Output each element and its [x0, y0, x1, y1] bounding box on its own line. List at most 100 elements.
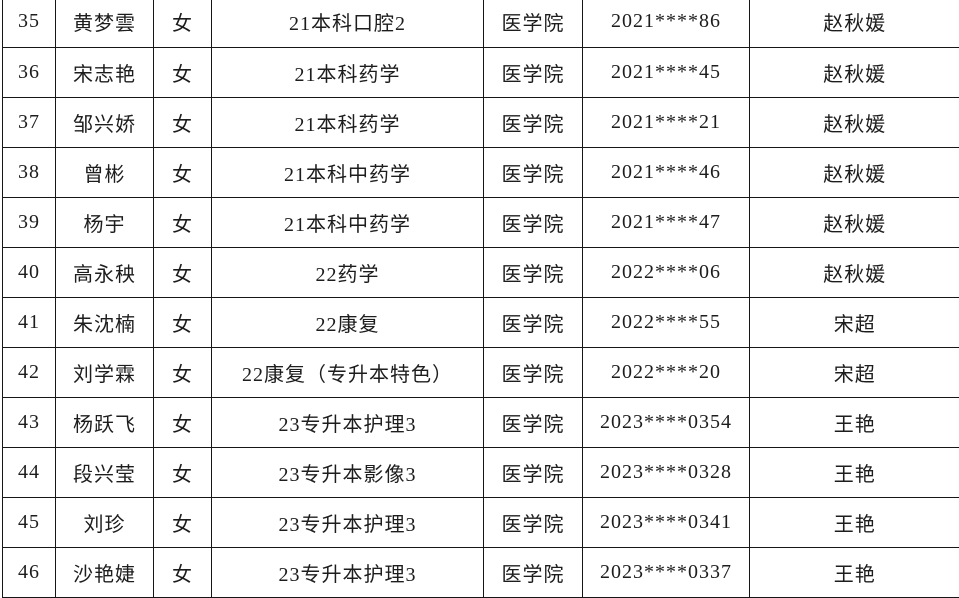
counselor-cell: 赵秋媛	[750, 197, 959, 247]
college-cell: 医学院	[484, 297, 583, 347]
class-cell: 23专升本影像3	[212, 447, 484, 497]
college-cell: 医学院	[484, 497, 583, 547]
counselor-cell: 王艳	[750, 447, 959, 497]
counselor-cell: 王艳	[750, 547, 959, 597]
row-number-cell: 39	[3, 197, 56, 247]
student-name-cell: 黄梦雲	[56, 0, 154, 47]
row-number-cell: 35	[3, 0, 56, 47]
student-id-cell: 2021****47	[583, 197, 750, 247]
gender-cell: 女	[154, 247, 212, 297]
student-id-cell: 2023****0354	[583, 397, 750, 447]
row-number-cell: 43	[3, 397, 56, 447]
student-id-cell: 2023****0341	[583, 497, 750, 547]
row-number-cell: 38	[3, 147, 56, 197]
student-name-cell: 高永秧	[56, 247, 154, 297]
college-cell: 医学院	[484, 547, 583, 597]
gender-cell: 女	[154, 447, 212, 497]
student-name-cell: 邹兴娇	[56, 97, 154, 147]
class-cell: 22康复	[212, 297, 484, 347]
row-number-cell: 46	[3, 547, 56, 597]
student-name-cell: 朱沈楠	[56, 297, 154, 347]
class-cell: 21本科中药学	[212, 197, 484, 247]
counselor-cell: 宋超	[750, 347, 959, 397]
row-number-cell: 42	[3, 347, 56, 397]
gender-cell: 女	[154, 0, 212, 47]
student-id-cell: 2023****0337	[583, 547, 750, 597]
gender-cell: 女	[154, 547, 212, 597]
student-id-cell: 2021****86	[583, 0, 750, 47]
student-name-cell: 沙艳婕	[56, 547, 154, 597]
class-cell: 21本科中药学	[212, 147, 484, 197]
row-number-cell: 44	[3, 447, 56, 497]
student-id-cell: 2022****55	[583, 297, 750, 347]
college-cell: 医学院	[484, 0, 583, 47]
college-cell: 医学院	[484, 397, 583, 447]
gender-cell: 女	[154, 397, 212, 447]
student-id-cell: 2023****0328	[583, 447, 750, 497]
student-id-cell: 2021****21	[583, 97, 750, 147]
gender-cell: 女	[154, 347, 212, 397]
counselor-cell: 赵秋媛	[750, 47, 959, 97]
row-number-cell: 41	[3, 297, 56, 347]
counselor-cell: 王艳	[750, 497, 959, 547]
student-name-cell: 刘珍	[56, 497, 154, 547]
college-cell: 医学院	[484, 447, 583, 497]
college-cell: 医学院	[484, 347, 583, 397]
gender-cell: 女	[154, 97, 212, 147]
gender-cell: 女	[154, 197, 212, 247]
class-cell: 21本科药学	[212, 97, 484, 147]
class-cell: 22药学	[212, 247, 484, 297]
student-name-cell: 杨跃飞	[56, 397, 154, 447]
student-name-cell: 刘学霖	[56, 347, 154, 397]
class-cell: 23专升本护理3	[212, 547, 484, 597]
student-id-cell: 2022****06	[583, 247, 750, 297]
row-number-cell: 40	[3, 247, 56, 297]
counselor-cell: 赵秋媛	[750, 0, 959, 47]
counselor-cell: 赵秋媛	[750, 97, 959, 147]
college-cell: 医学院	[484, 197, 583, 247]
class-cell: 22康复（专升本特色）	[212, 347, 484, 397]
student-name-cell: 段兴莹	[56, 447, 154, 497]
student-id-cell: 2022****20	[583, 347, 750, 397]
gender-cell: 女	[154, 147, 212, 197]
college-cell: 医学院	[484, 247, 583, 297]
college-cell: 医学院	[484, 47, 583, 97]
gender-cell: 女	[154, 47, 212, 97]
student-name-cell: 曾彬	[56, 147, 154, 197]
college-cell: 医学院	[484, 97, 583, 147]
counselor-cell: 赵秋媛	[750, 147, 959, 197]
row-number-cell: 37	[3, 97, 56, 147]
student-id-cell: 2021****45	[583, 47, 750, 97]
counselor-cell: 宋超	[750, 297, 959, 347]
class-cell: 21本科药学	[212, 47, 484, 97]
student-id-cell: 2021****46	[583, 147, 750, 197]
counselor-cell: 赵秋媛	[750, 247, 959, 297]
row-number-cell: 45	[3, 497, 56, 547]
gender-cell: 女	[154, 497, 212, 547]
row-number-cell: 36	[3, 47, 56, 97]
class-cell: 23专升本护理3	[212, 397, 484, 447]
class-cell: 23专升本护理3	[212, 497, 484, 547]
counselor-cell: 王艳	[750, 397, 959, 447]
student-name-cell: 宋志艳	[56, 47, 154, 97]
gender-cell: 女	[154, 297, 212, 347]
class-cell: 21本科口腔2	[212, 0, 484, 47]
college-cell: 医学院	[484, 147, 583, 197]
student-name-cell: 杨宇	[56, 197, 154, 247]
